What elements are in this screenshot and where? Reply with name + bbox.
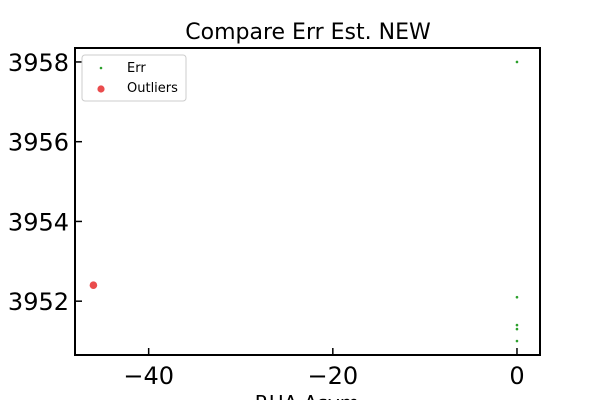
chart-title: Compare Err Est. NEW: [185, 20, 431, 45]
err-point: [515, 60, 519, 64]
y-tick-label: 3952: [8, 288, 69, 316]
err-point: [515, 339, 519, 343]
outlier-point: [89, 281, 98, 290]
legend-box: [81, 54, 187, 102]
legend-marker-err: [99, 66, 103, 70]
y-tick-label: 3954: [8, 208, 69, 236]
y-tick-label: 3956: [8, 129, 69, 157]
ticks-layer: −40 −20 0 3952 3954 3956 3958: [8, 49, 525, 390]
plot-frame: [74, 47, 541, 356]
legend-marker-outliers: [97, 85, 105, 93]
err-point: [515, 323, 519, 327]
x-tick-label: −20: [307, 362, 358, 390]
legend: Err Outliers: [81, 54, 187, 102]
x-tick-label: −40: [123, 362, 174, 390]
legend-label-err: Err: [127, 61, 146, 76]
x-tick-label: 0: [509, 362, 524, 390]
err-point: [515, 327, 519, 331]
x-axis-label: RHA Asym: [255, 391, 359, 400]
y-tick-label: 3958: [8, 49, 69, 77]
legend-label-outliers: Outliers: [127, 81, 178, 96]
points-layer: [89, 60, 519, 343]
err-point: [515, 295, 519, 299]
